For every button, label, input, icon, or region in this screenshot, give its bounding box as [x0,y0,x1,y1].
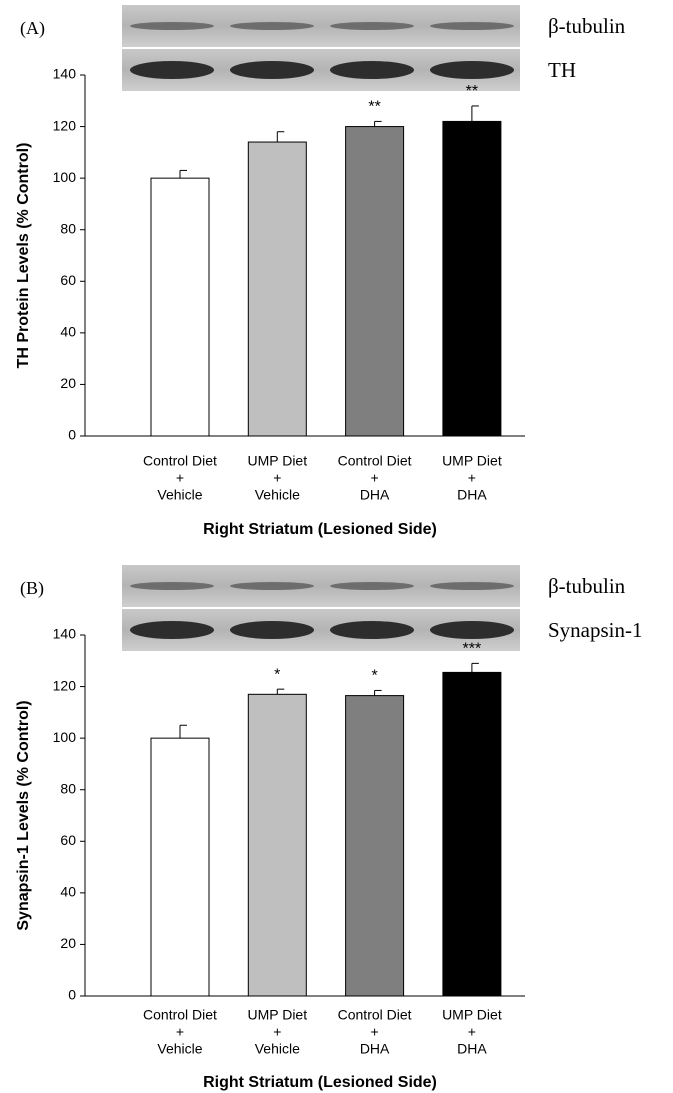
x-tick-label: Control Diet [338,453,412,469]
bar [443,672,501,996]
x-tick-label: DHA [457,487,487,503]
x-tick-label: DHA [360,1041,390,1057]
significance: *** [463,641,482,658]
y-tick-label: 140 [53,626,77,642]
bar [151,738,209,996]
blot-band [330,61,414,79]
bar [346,127,404,436]
x-tick-label: Control Diet [143,1007,217,1023]
bar [248,694,306,996]
blot-band [230,61,314,79]
y-tick-label: 120 [53,117,77,133]
blot-label: Synapsin-1 [548,618,643,642]
x-axis-label: Right Striatum (Lesioned Side) [203,1074,437,1091]
blot-band [130,22,214,30]
x-tick-label: + [371,470,379,486]
blot-band [230,582,314,590]
y-tick-label: 140 [53,66,77,82]
y-tick-label: 20 [60,375,76,391]
y-axis-label: Synapsin-1 Levels (% Control) [15,700,32,930]
x-tick-label: + [176,470,184,486]
bar [151,178,209,436]
blot-band [330,22,414,30]
y-tick-label: 40 [60,324,76,340]
x-tick-label: + [371,1024,379,1040]
y-tick-label: 100 [53,729,77,745]
bar [443,121,501,436]
y-tick-label: 100 [53,169,77,185]
blot-band [330,582,414,590]
blot-band [230,22,314,30]
panel-label: (B) [20,578,44,599]
x-tick-label: Vehicle [255,1041,300,1057]
x-tick-label: + [468,470,476,486]
y-tick-label: 60 [60,832,76,848]
blot-label: β-tubulin [548,574,626,598]
y-tick-label: 0 [68,427,76,443]
x-tick-label: UMP Diet [247,453,307,469]
x-tick-label: UMP Diet [442,453,502,469]
y-tick-label: 60 [60,272,76,288]
blot-band [130,621,214,639]
x-tick-label: Control Diet [143,453,217,469]
x-tick-label: + [273,1024,281,1040]
y-tick-label: 0 [68,987,76,1003]
blot-band [130,61,214,79]
blot-band [430,61,514,79]
blot-band [230,621,314,639]
y-tick-label: 40 [60,884,76,900]
blot-label: TH [548,58,576,82]
y-axis-label: TH Protein Levels (% Control) [15,143,32,369]
x-tick-label: Vehicle [157,1041,202,1057]
significance: ** [368,99,380,116]
x-axis-label: Right Striatum (Lesioned Side) [203,521,437,538]
significance: * [371,668,377,685]
y-tick-label: 80 [60,780,76,796]
x-tick-label: DHA [360,487,390,503]
blot-band [430,582,514,590]
y-tick-label: 120 [53,677,77,693]
x-tick-label: + [176,1024,184,1040]
x-tick-label: + [468,1024,476,1040]
x-tick-label: UMP Diet [247,1007,307,1023]
blot-band [430,22,514,30]
y-tick-label: 80 [60,220,76,236]
blot-band [130,582,214,590]
panel-label: (A) [20,18,45,39]
x-tick-label: + [273,470,281,486]
x-tick-label: Control Diet [338,1007,412,1023]
blot-band [430,621,514,639]
bar [346,696,404,996]
x-tick-label: Vehicle [255,487,300,503]
y-tick-label: 20 [60,935,76,951]
x-tick-label: Vehicle [157,487,202,503]
x-tick-label: DHA [457,1041,487,1057]
figure: (A) β-tubulin TH 0 20 40 60 80 100 120 140 TH Prote… [0,0,673,1093]
significance: * [274,666,280,683]
bar [248,142,306,436]
blot-label: β-tubulin [548,14,626,38]
significance: ** [466,83,478,100]
blot-band [330,621,414,639]
x-tick-label: UMP Diet [442,1007,502,1023]
